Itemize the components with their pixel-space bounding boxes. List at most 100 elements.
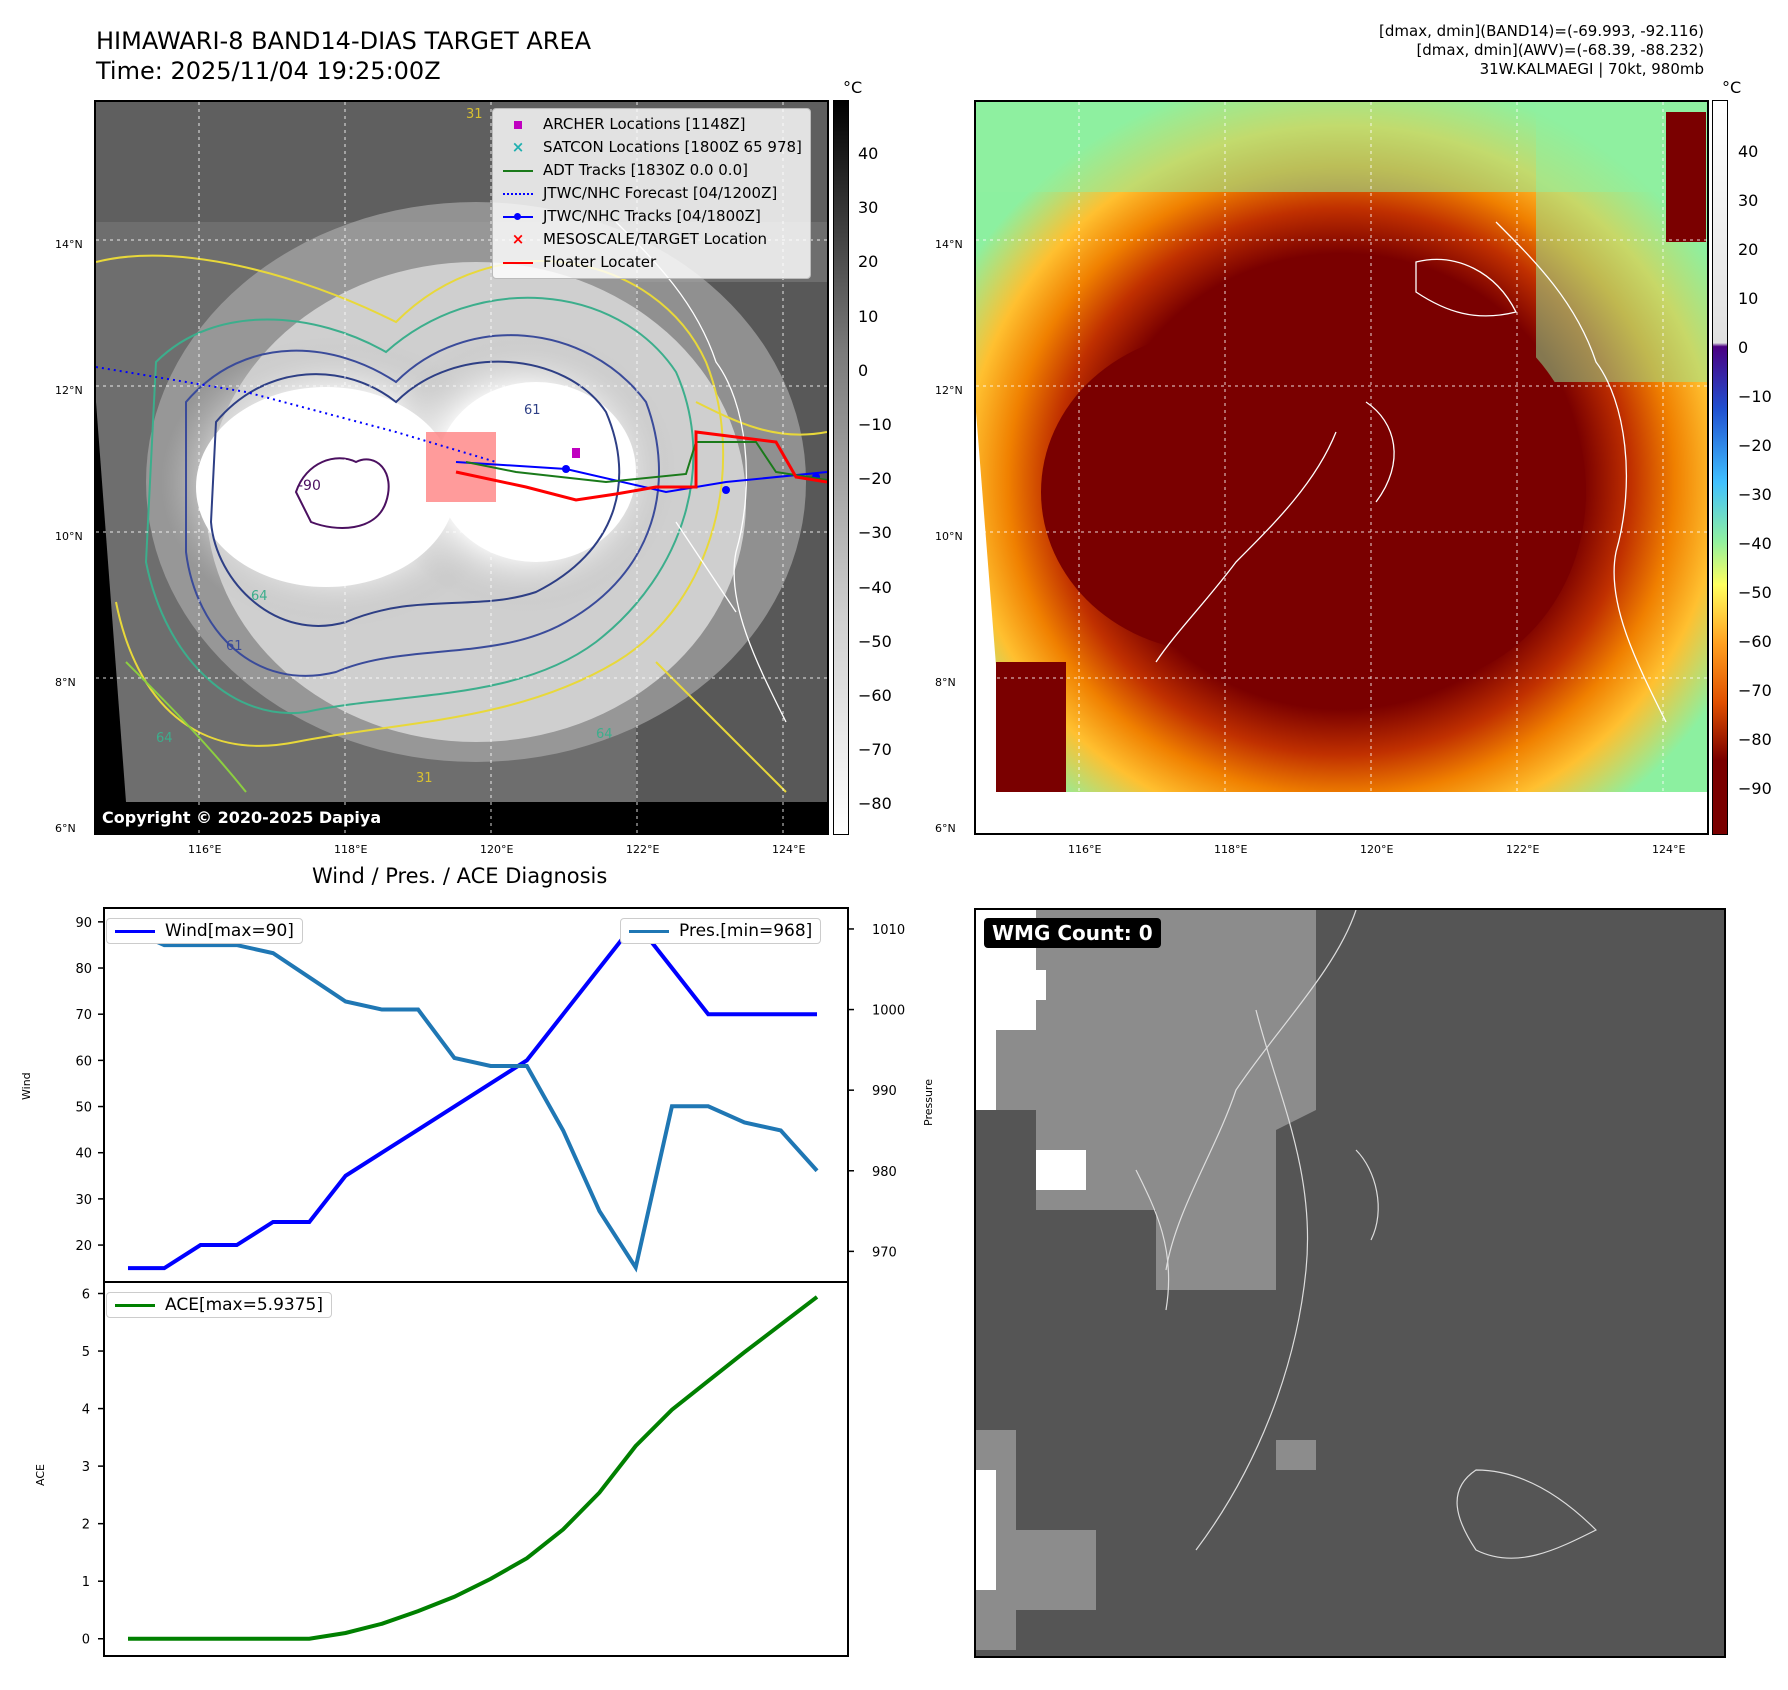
ir-colorbar-tick: −20 bbox=[858, 469, 892, 489]
lat-label: 6°N bbox=[935, 822, 956, 835]
archer-marker bbox=[572, 448, 580, 458]
ir-colorbar-tick: −80 bbox=[858, 794, 892, 814]
contour-label: 61 bbox=[524, 403, 541, 418]
pressure-axis-label: Pressure bbox=[922, 1079, 935, 1126]
contour-navy bbox=[185, 334, 660, 677]
ace-tick: 3 bbox=[82, 1460, 90, 1475]
wind-tick: 50 bbox=[75, 1101, 92, 1116]
ace-tick: 5 bbox=[82, 1345, 90, 1360]
ir-colorbar-tick: −30 bbox=[858, 523, 892, 543]
legend-item-adt: ADT Tracks [1830Z 0.0 0.0] bbox=[501, 159, 802, 182]
awv-colorbar-tick: 20 bbox=[1738, 240, 1759, 259]
awv-map bbox=[976, 102, 1707, 833]
wind-axis-label: Wind bbox=[20, 1072, 33, 1100]
ace-series-group bbox=[127, 1295, 819, 1641]
awv-colorbar-tick: −60 bbox=[1738, 632, 1772, 651]
coastline bbox=[615, 221, 787, 723]
awv-colorbar-tick: 40 bbox=[1738, 142, 1759, 161]
ir-colorbar-tick: 30 bbox=[858, 198, 879, 218]
contour-label: 61 bbox=[226, 639, 243, 654]
legend-item-archer: ARCHER Locations [1148Z] bbox=[501, 113, 802, 136]
ace-tick: 6 bbox=[82, 1288, 90, 1303]
ir-colorbar-tick: −70 bbox=[858, 740, 892, 760]
jtwc-forecast bbox=[96, 366, 497, 463]
lon-label: 124°E bbox=[772, 843, 806, 856]
awv-colorbar-tick: −30 bbox=[1738, 485, 1772, 504]
lat-label: 8°N bbox=[55, 676, 76, 689]
awv-gridlines bbox=[976, 102, 1707, 833]
pressure-tick: 990 bbox=[872, 1084, 897, 1099]
lon-label: 118°E bbox=[334, 843, 368, 856]
lat-label: 10°N bbox=[55, 530, 83, 543]
floater-line bbox=[455, 430, 827, 502]
pressure-tick: 970 bbox=[872, 1245, 897, 1260]
wind-tick: 80 bbox=[75, 962, 92, 977]
ace-legend: ACE[max=5.9375] bbox=[106, 1292, 332, 1318]
info-line-2: [dmax, dmin](AWV)=(-68.39, -88.232) bbox=[1416, 41, 1704, 59]
wind-legend: Wind[max=90] bbox=[106, 918, 303, 944]
pressure-tick: 1010 bbox=[872, 923, 905, 938]
wind-tick: 70 bbox=[75, 1008, 92, 1023]
target-box bbox=[426, 432, 496, 502]
pressure-tick: 1000 bbox=[872, 1004, 905, 1019]
legend-item-satcon: × SATCON Locations [1800Z 65 978] bbox=[511, 138, 802, 156]
figure-title: HIMAWARI-8 BAND14-DIAS TARGET AREA Time:… bbox=[96, 26, 591, 86]
wmg-panel bbox=[974, 908, 1726, 1658]
awv-colorbar-unit: °C bbox=[1722, 78, 1742, 97]
lon-label: 118°E bbox=[1214, 843, 1248, 856]
lat-label: 8°N bbox=[935, 676, 956, 689]
ir-colorbar bbox=[833, 100, 849, 835]
awv-colorbar-tick: −20 bbox=[1738, 436, 1772, 455]
lon-label: 124°E bbox=[1652, 843, 1686, 856]
lat-label: 14°N bbox=[55, 238, 83, 251]
wind-line bbox=[128, 918, 817, 1271]
ir-colorbar-tick: −40 bbox=[858, 577, 892, 597]
wind-tick: 90 bbox=[75, 916, 92, 931]
awv-colorbar-tick: −10 bbox=[1738, 387, 1772, 406]
ace-tick: 4 bbox=[82, 1403, 90, 1418]
lon-label: 120°E bbox=[1360, 843, 1394, 856]
info-line-1: [dmax, dmin](BAND14)=(-69.993, -92.116) bbox=[1379, 22, 1704, 40]
jtwc-track bbox=[455, 461, 827, 494]
lon-label: 122°E bbox=[1506, 843, 1540, 856]
awv-colorbar bbox=[1712, 100, 1728, 835]
info-line-3: 31W.KALMAEGI | 70kt, 980mb bbox=[1479, 60, 1704, 78]
map-legend: ARCHER Locations [1148Z] × SATCON Locatio… bbox=[492, 108, 811, 279]
lat-label: 14°N bbox=[935, 238, 963, 251]
ir-colorbar-unit: °C bbox=[843, 78, 863, 97]
wmg-light-region bbox=[976, 910, 1316, 1290]
contour-purple bbox=[294, 457, 390, 529]
awv-colorbar-tick: −80 bbox=[1738, 730, 1772, 749]
ir-colorbar-tick: 0 bbox=[858, 360, 869, 380]
lon-label: 120°E bbox=[480, 843, 514, 856]
contour-label: 64 bbox=[251, 589, 268, 604]
pressure-legend: Pres.[min=968] bbox=[620, 918, 822, 944]
awv-colorbar-tick: −70 bbox=[1738, 681, 1772, 700]
lon-label: 116°E bbox=[1068, 843, 1102, 856]
copyright: Copyright © 2020-2025 Dapiya bbox=[96, 806, 388, 829]
lat-label: 12°N bbox=[55, 384, 83, 397]
awv-colorbar-tick: −50 bbox=[1738, 583, 1772, 602]
ace-tick: 0 bbox=[82, 1633, 90, 1648]
lon-label: 116°E bbox=[188, 843, 222, 856]
awv-colorbar-tick: 0 bbox=[1738, 338, 1749, 357]
contour-label: -90 bbox=[298, 478, 321, 494]
lat-label: 12°N bbox=[935, 384, 963, 397]
contour-label: 31 bbox=[416, 771, 433, 786]
pressure-tick: 980 bbox=[872, 1165, 897, 1180]
ace-tick: 1 bbox=[82, 1575, 90, 1590]
storm-info: [dmax, dmin](BAND14)=(-69.993, -92.116) … bbox=[1379, 22, 1704, 79]
wind-series-group bbox=[127, 918, 818, 1271]
awv-colorbar-tick: −90 bbox=[1738, 779, 1772, 798]
ace-frame bbox=[103, 1281, 849, 1657]
ir-gridlines bbox=[96, 102, 827, 833]
ir-colorbar-tick: −10 bbox=[858, 415, 892, 434]
title-line-2: Time: 2025/11/04 19:25:00Z bbox=[96, 57, 441, 85]
legend-item-mesoscale: × MESOSCALE/TARGET Location bbox=[511, 230, 768, 248]
contour-navy-inner bbox=[209, 360, 621, 627]
legend-item-jtwc-forecast: JTWC/NHC Forecast [04/1200Z] bbox=[501, 182, 802, 205]
ir-colorbar-tick: 20 bbox=[858, 252, 879, 272]
ace-axis-label: ACE bbox=[34, 1464, 47, 1486]
contour-label: 64 bbox=[596, 727, 613, 742]
wind-tick: 30 bbox=[75, 1193, 92, 1208]
